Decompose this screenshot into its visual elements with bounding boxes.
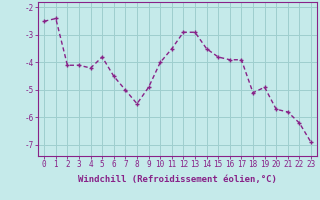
X-axis label: Windchill (Refroidissement éolien,°C): Windchill (Refroidissement éolien,°C) bbox=[78, 175, 277, 184]
